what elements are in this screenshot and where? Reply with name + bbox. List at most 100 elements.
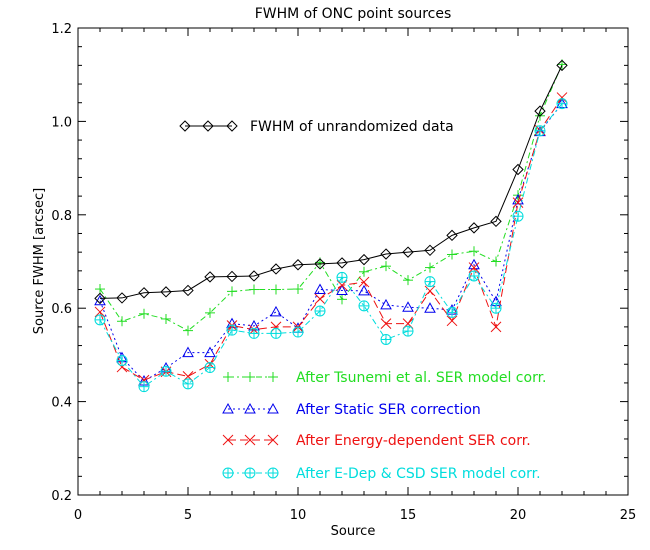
data-point [183, 325, 193, 336]
data-point [94, 314, 106, 326]
series-3 [94, 92, 568, 386]
legend-tsunemi-label: After Tsunemi et al. SER model corr. [296, 370, 547, 386]
data-point [556, 59, 568, 72]
data-point [160, 365, 172, 377]
legend-marker [222, 402, 234, 414]
legend-marker [226, 120, 238, 132]
series-line [99, 64, 563, 332]
data-point [270, 327, 282, 339]
x-tick-label: 25 [620, 508, 637, 523]
data-point [270, 305, 282, 317]
data-point [204, 271, 216, 283]
data-point [424, 285, 436, 297]
data-point [490, 321, 502, 333]
legend-bottom: After Tsunemi et al. SER model corr. Aft… [222, 370, 547, 482]
data-point [94, 292, 106, 305]
data-point [95, 284, 105, 295]
data-point [403, 275, 413, 286]
data-point [402, 246, 414, 258]
data-point [226, 324, 238, 336]
data-point [271, 284, 281, 295]
y-tick-label: 1.2 [51, 22, 72, 37]
series-1 [95, 59, 567, 336]
data-point [116, 355, 128, 367]
data-point [490, 302, 502, 314]
y-axis-label: Source FWHM [arcsec] [32, 188, 47, 334]
y-tick-label: 1.0 [51, 115, 72, 130]
data-point [490, 215, 502, 228]
data-point [556, 98, 568, 110]
legend-marker [244, 434, 256, 446]
series-line [99, 97, 563, 381]
data-point [556, 92, 568, 103]
data-point [292, 259, 304, 271]
data-point [468, 222, 480, 234]
data-point [138, 381, 150, 393]
data-point [469, 246, 479, 257]
data-point [314, 305, 326, 317]
legend-marker [267, 434, 279, 446]
data-point [446, 315, 458, 327]
data-point [358, 276, 370, 288]
data-point [424, 244, 436, 256]
data-point [359, 266, 369, 277]
series-line [99, 65, 563, 299]
y-tick-label: 0.8 [51, 209, 72, 224]
data-point [227, 286, 237, 297]
series-line [99, 103, 563, 382]
data-point [468, 262, 480, 273]
data-point [380, 298, 392, 310]
data-point [380, 333, 392, 345]
y-tick-label: 0.2 [51, 489, 72, 504]
data-point [512, 163, 524, 176]
series-0 [94, 59, 568, 305]
legend-marker [202, 120, 214, 132]
legend-marker [223, 372, 233, 382]
data-point [336, 271, 348, 283]
x-tick-label: 5 [184, 508, 192, 523]
x-axis-label: Source [331, 524, 376, 539]
x-axis: 0 5 10 15 20 25 [74, 28, 636, 523]
data-point [204, 346, 216, 358]
legend-marker [244, 402, 256, 414]
x-tick-label: 15 [400, 508, 417, 523]
plot-frame [77, 27, 629, 496]
data-point [425, 262, 435, 273]
legend-marker [179, 120, 191, 132]
legend-marker [267, 402, 279, 414]
data-point [138, 287, 150, 299]
data-point [182, 378, 194, 390]
data-point [248, 327, 260, 339]
y-tick-label: 0.6 [51, 302, 72, 317]
chart-title: FWHM of ONC point sources [255, 6, 452, 22]
data-point [424, 276, 436, 288]
data-point [182, 346, 194, 358]
data-point [446, 306, 458, 318]
data-point [182, 284, 194, 297]
data-point [358, 300, 370, 312]
data-point [512, 193, 524, 205]
data-point [534, 125, 546, 137]
data-point [160, 286, 172, 298]
data-point [424, 302, 436, 313]
data-point [491, 256, 501, 267]
data-point [468, 270, 480, 282]
series-2 [94, 97, 568, 386]
data-point [358, 284, 370, 296]
legend-static-label: After Static SER correction [296, 402, 481, 418]
data-point [314, 283, 326, 295]
data-point [447, 249, 457, 260]
data-point [336, 257, 348, 269]
data-point [117, 316, 127, 327]
data-point [270, 263, 282, 275]
data-point [402, 325, 414, 337]
legend-marker [245, 372, 255, 382]
y-tick-label: 0.4 [51, 396, 72, 411]
data-point [161, 313, 171, 324]
y-axis: 0.2 0.4 0.6 0.8 1.0 1.2 [51, 22, 628, 504]
data-point [314, 293, 326, 305]
data-point [226, 270, 238, 283]
x-tick-label: 20 [510, 508, 527, 523]
data-point [139, 308, 149, 319]
